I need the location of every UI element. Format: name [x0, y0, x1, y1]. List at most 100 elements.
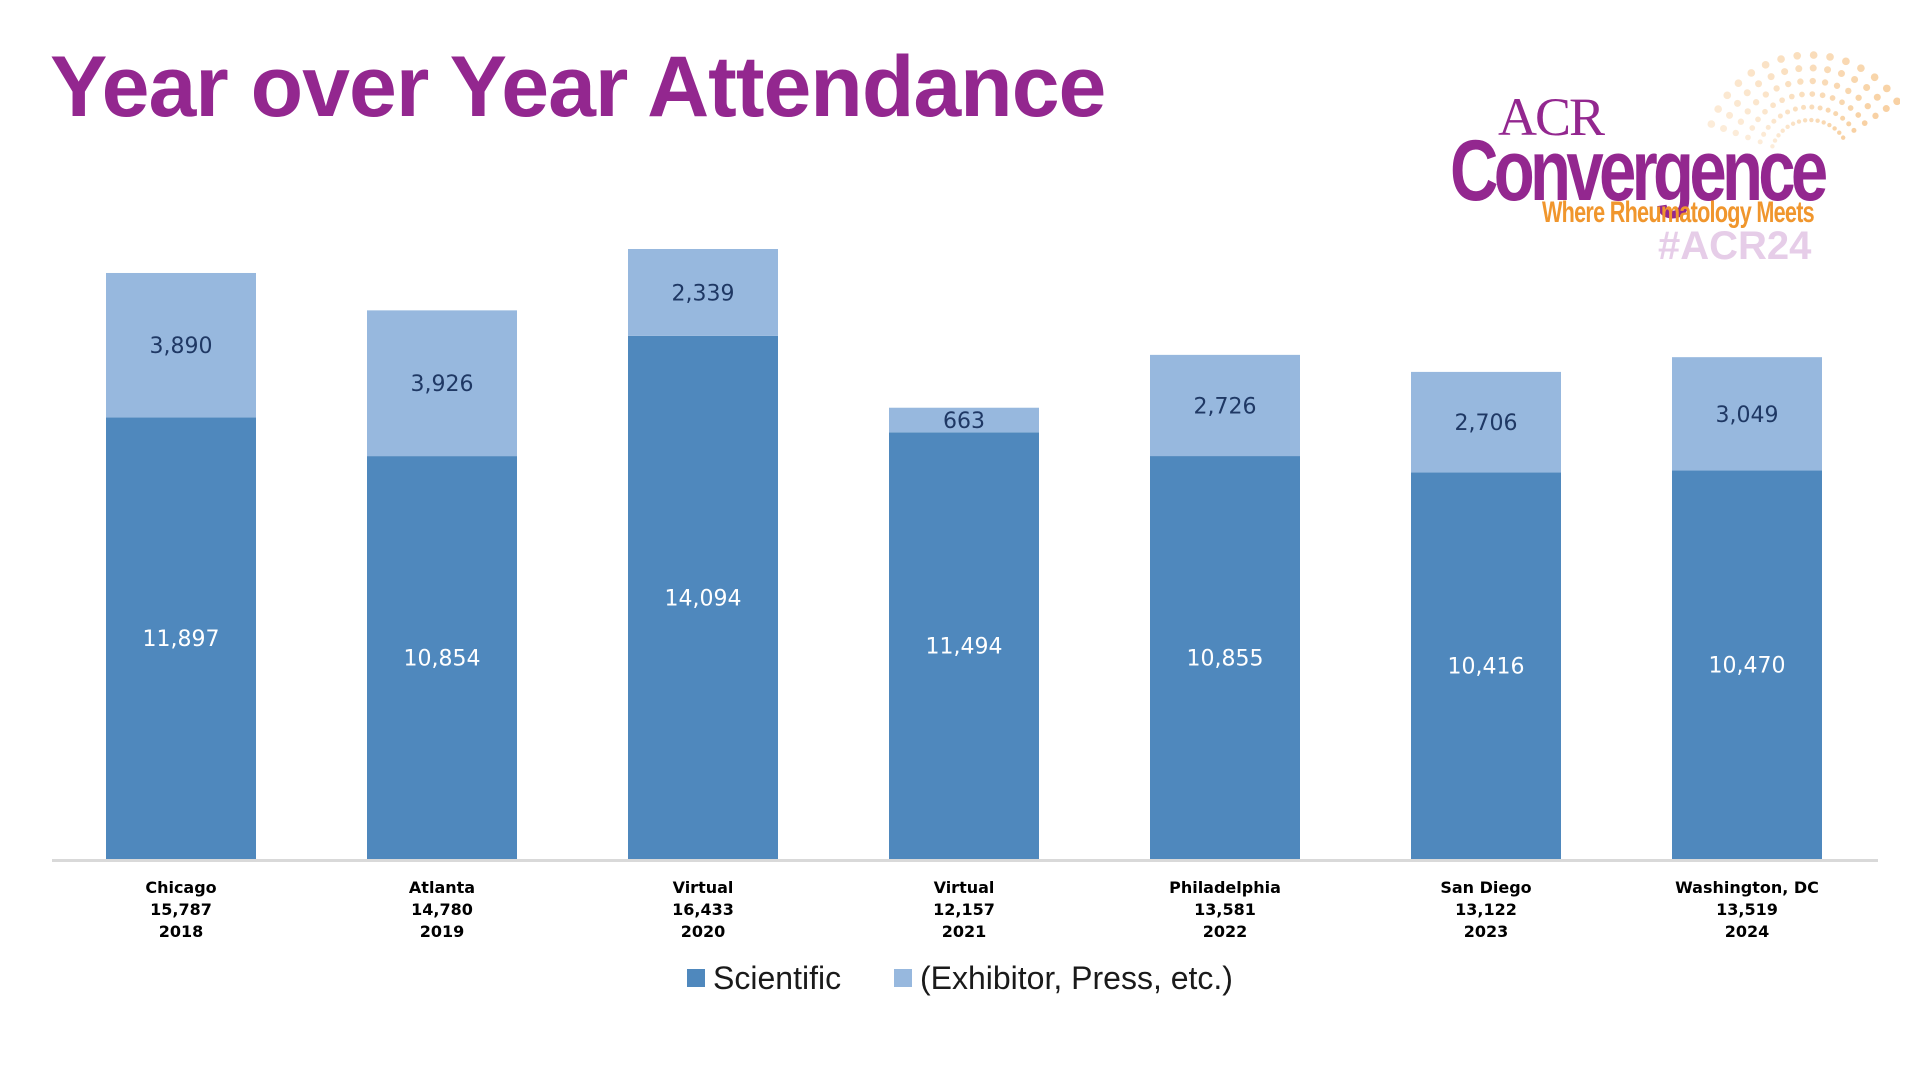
- logo-dot: [1809, 51, 1818, 59]
- legend-item-exhibitor: (Exhibitor, Press, etc.): [893, 959, 1233, 997]
- data-label-scientific-2020: 14,094: [665, 586, 742, 611]
- logo-dot: [1847, 105, 1854, 111]
- logo-dot: [1861, 120, 1868, 126]
- logo-dot: [1714, 105, 1722, 113]
- logo-dot: [1745, 134, 1751, 141]
- x-tick-total-2023: 13,122: [1455, 900, 1517, 919]
- data-label-exhibitor-2020: 2,339: [672, 281, 735, 306]
- logo-convergence-text: Convergence: [1450, 123, 1828, 219]
- logo-dot: [1857, 64, 1865, 72]
- bar-scientific-2023: [1411, 472, 1561, 859]
- logo-tagline: Where Rheumatology Meets: [1542, 196, 1815, 229]
- logo-dot: [1840, 115, 1846, 121]
- bar-exhibitor-2024: [1672, 357, 1822, 471]
- x-tick-year-2023: 2023: [1464, 922, 1509, 941]
- logo-dot: [1734, 79, 1743, 88]
- logo-dot: [1837, 70, 1845, 78]
- logo-dot: [1851, 76, 1859, 84]
- logo-dot: [1819, 92, 1826, 99]
- logo-dot: [1864, 102, 1871, 110]
- x-tick-total-2020: 16,433: [672, 900, 734, 919]
- logo-dot: [1796, 119, 1802, 124]
- x-tick-location-2022: Philadelphia: [1169, 878, 1281, 897]
- logo-dot: [1734, 99, 1742, 107]
- x-tick-total-2019: 14,780: [411, 900, 473, 919]
- bar-exhibitor-2023: [1411, 371, 1561, 473]
- x-tick-year-2022: 2022: [1203, 922, 1248, 941]
- data-label-exhibitor-2023: 2,706: [1455, 411, 1518, 436]
- logo-dot: [1788, 93, 1795, 100]
- logo-dot: [1802, 118, 1808, 123]
- bar-exhibitor-2021: [889, 407, 1039, 433]
- x-tick-location-2021: Virtual: [934, 878, 995, 897]
- logo-dot: [1755, 116, 1761, 123]
- bar-scientific-2022: [1150, 456, 1300, 859]
- slide-title: Year over Year Attendance: [50, 39, 1106, 135]
- bar-scientific-2019: [367, 456, 517, 859]
- logo-dot: [1837, 130, 1842, 135]
- logo-dot: [1840, 135, 1846, 140]
- logo-dot: [1826, 53, 1834, 61]
- logo-dot: [1870, 73, 1879, 82]
- logo-dot: [1765, 124, 1771, 130]
- logo-dot: [1809, 91, 1816, 97]
- logo-dot: [1785, 124, 1790, 130]
- legend-swatch-scientific: [687, 969, 706, 987]
- data-label-scientific-2019: 10,854: [404, 647, 481, 672]
- logo-dot: [1809, 117, 1814, 123]
- legend-label-exhibitor: (Exhibitor, Press, etc.): [919, 959, 1233, 996]
- x-tick-year-2024: 2024: [1725, 922, 1770, 941]
- logo-dot: [1732, 129, 1739, 137]
- data-label-scientific-2022: 10,855: [1187, 647, 1264, 672]
- acr-convergence-logo: ACR Convergence Where Rheumatology Meets…: [1450, 40, 1900, 268]
- logo-dot: [1809, 77, 1816, 85]
- x-tick-location-2023: San Diego: [1440, 878, 1531, 897]
- logo-dot: [1825, 107, 1831, 113]
- logo-dot: [1777, 55, 1785, 63]
- logo-dot: [1772, 138, 1778, 143]
- chart-legend: Scientific (Exhibitor, Press, etc.): [0, 958, 1920, 997]
- logo-dot: [1873, 93, 1881, 101]
- logo-dot: [1726, 111, 1734, 119]
- logo-dot: [1785, 109, 1791, 115]
- stacked-bar-chart: 11,897 3,890 Chicago 15,787 2018 10,854 3,926 A…: [52, 249, 1878, 941]
- logo-dot: [1797, 78, 1804, 85]
- bar-exhibitor-2022: [1150, 354, 1300, 457]
- logo-dot: [1761, 131, 1767, 137]
- logo-dot: [1833, 82, 1841, 89]
- x-tick-location-2020: Virtual: [673, 878, 734, 897]
- legend-swatch-exhibitor: [893, 969, 912, 987]
- logo-dot: [1747, 69, 1756, 77]
- logo-dot: [1833, 111, 1839, 117]
- logo-dot: [1829, 95, 1836, 101]
- logo-dot: [1770, 102, 1776, 109]
- logo-dot: [1779, 97, 1785, 104]
- logo-dot: [1792, 106, 1798, 112]
- data-label-exhibitor-2019: 3,926: [411, 372, 474, 397]
- bar-exhibitor-2018: [106, 272, 256, 418]
- logo-dot: [1795, 65, 1803, 73]
- data-label-exhibitor-2022: 2,726: [1194, 394, 1257, 419]
- logo-dot: [1821, 120, 1826, 125]
- logo-dot: [1809, 64, 1817, 72]
- logo-dot: [1770, 144, 1775, 149]
- bar-scientific-2020: [628, 335, 778, 859]
- data-label-exhibitor-2024: 3,049: [1716, 403, 1779, 428]
- logo-dot: [1737, 118, 1745, 125]
- x-tick-year-2021: 2021: [942, 922, 987, 941]
- logo-dot: [1773, 85, 1780, 92]
- logo-dot: [1845, 87, 1852, 95]
- logo-dot: [1757, 139, 1763, 145]
- logo-dot: [1767, 73, 1775, 81]
- logo-dot: [1790, 121, 1796, 126]
- logo-dot: [1855, 94, 1862, 101]
- logo-dot: [1801, 104, 1807, 110]
- logo-dot: [1780, 128, 1785, 133]
- logo-dot: [1821, 79, 1829, 86]
- logo-dot: [1799, 91, 1805, 98]
- logo-dot: [1817, 105, 1823, 111]
- data-label-exhibitor-2018: 3,890: [150, 334, 213, 359]
- x-tick-year-2020: 2020: [681, 922, 726, 941]
- bar-exhibitor-2019: [367, 310, 517, 457]
- logo-dot: [1707, 120, 1716, 128]
